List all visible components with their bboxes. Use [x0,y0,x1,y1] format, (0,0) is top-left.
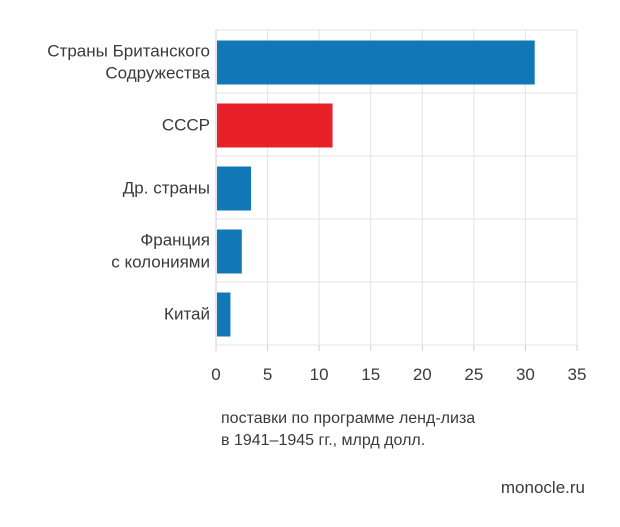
x-tick-label: 15 [361,365,380,384]
x-tick-label: 5 [263,365,272,384]
bars [217,40,535,337]
category-label: Др. страны [123,179,210,198]
category-label: Франция [140,231,210,250]
bar [217,103,333,148]
bar [217,166,252,211]
bar [217,229,242,274]
category-label: Содружества [105,64,210,83]
x-tick-label: 10 [310,365,329,384]
source-label: monocle.ru [500,478,585,497]
caption-line-2: в 1941–1945 гг., млрд долл. [221,432,426,449]
bar [217,40,535,85]
chart-caption: поставки по программе ленд-лиза в 1941–1… [221,408,475,452]
x-tick-label: 25 [464,365,483,384]
caption-line-1: поставки по программе ленд-лиза [221,410,476,427]
category-label: Страны Британского [47,42,210,61]
category-label: с колониями [111,253,210,272]
category-label: Китай [164,305,210,324]
x-tick-label: 20 [413,365,432,384]
x-tick-label: 30 [516,365,535,384]
bar [217,292,231,337]
x-tick-label: 0 [211,365,220,384]
category-labels: Страны Британского Содружества СССР Др. стр… [47,42,210,324]
x-tick-label: 35 [568,365,587,384]
x-axis-ticks: 0 5 10 15 20 25 30 35 [211,345,586,384]
category-label: СССР [162,116,210,135]
